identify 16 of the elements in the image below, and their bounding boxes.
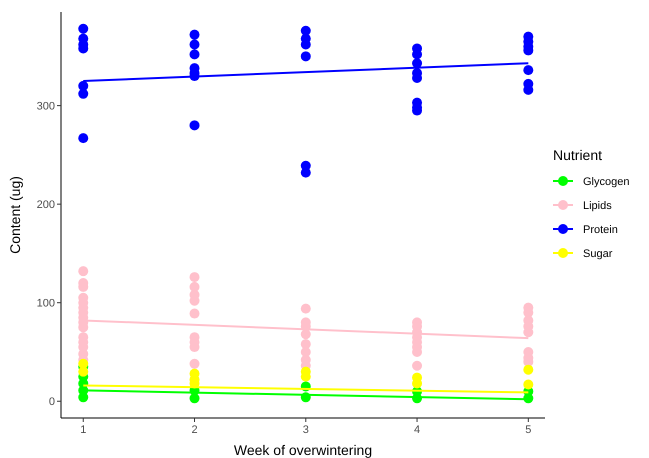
y-tick-label: 0 xyxy=(48,396,55,408)
legend-label: Sugar xyxy=(583,248,613,260)
x-tick-label: 5 xyxy=(525,424,532,436)
legend-label: Lipids xyxy=(583,200,612,212)
x-tick-label: 2 xyxy=(191,424,198,436)
legend-label: Protein xyxy=(583,224,618,236)
x-tick-label: 1 xyxy=(80,424,86,436)
y-tick-label: 100 xyxy=(36,298,55,310)
x-tick-label: 3 xyxy=(302,424,309,436)
x-axis-title: Week of overwintering xyxy=(234,442,372,458)
y-axis-title: Content (ug) xyxy=(7,176,23,254)
x-tick-label: 4 xyxy=(414,424,420,436)
y-tick-label: 300 xyxy=(36,100,55,113)
legend-title: Nutrient xyxy=(553,147,602,163)
y-tick-label: 200 xyxy=(36,199,55,212)
legend-label: Glycogen xyxy=(583,176,630,188)
